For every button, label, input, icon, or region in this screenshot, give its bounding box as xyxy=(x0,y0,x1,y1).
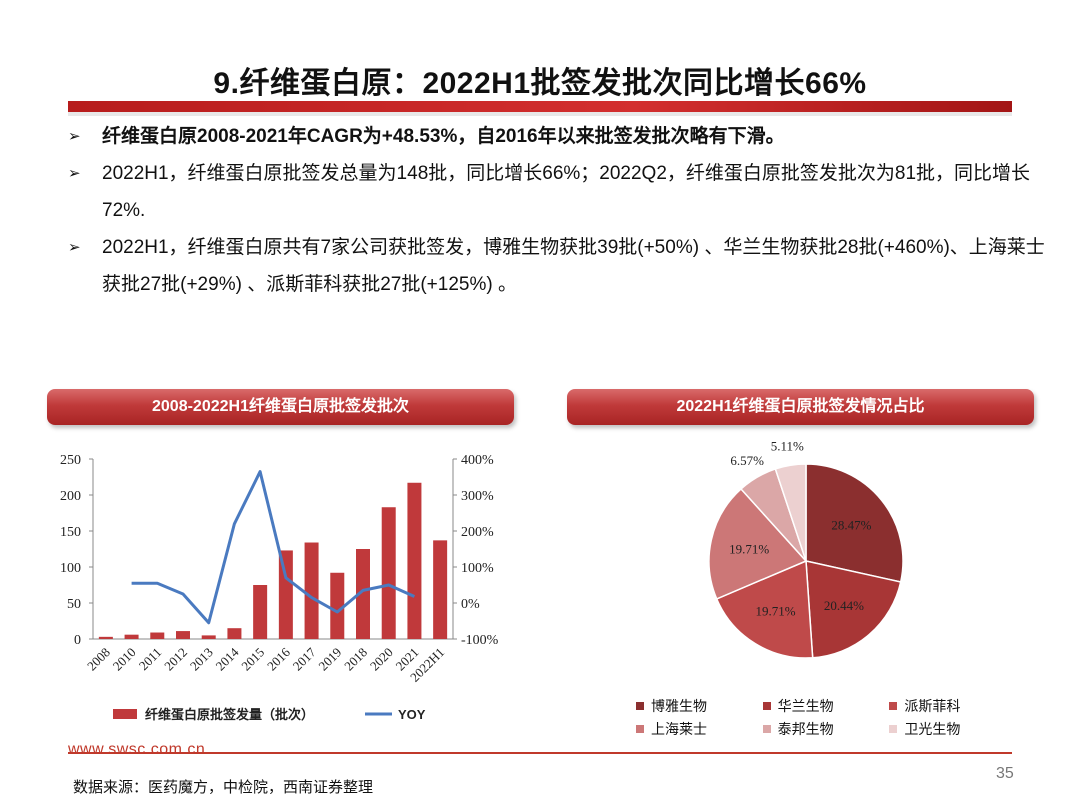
pie-legend-item: 博雅生物 xyxy=(636,696,763,716)
pie-legend-item: 派斯菲科 xyxy=(889,696,1016,716)
x-axis-tick-label: 2016 xyxy=(264,644,293,673)
bar xyxy=(253,585,268,639)
page-number: 35 xyxy=(996,765,1014,782)
right-axis-tick-label: 300% xyxy=(461,489,494,504)
legend-line-label: YOY xyxy=(398,707,426,722)
legend-bar-label: 纤维蛋白原批签发量（批次） xyxy=(145,707,314,722)
x-axis-tick-label: 2015 xyxy=(238,645,267,674)
pie-chart-banner: 2022H1纤维蛋白原批签发情况占比 xyxy=(567,389,1034,425)
legend-label: 博雅生物 xyxy=(651,699,707,715)
x-axis-tick-label: 2021 xyxy=(393,645,422,674)
legend-swatch xyxy=(889,701,898,710)
pie-slice-label: 20.44% xyxy=(824,598,864,613)
legend-bar-swatch xyxy=(113,709,137,719)
legend-label: 卫光生物 xyxy=(904,722,961,738)
x-axis-tick-label: 2022H1 xyxy=(407,645,447,685)
arrow-bullet-icon: ➢ xyxy=(68,239,81,256)
left-axis-tick-label: 150 xyxy=(60,525,81,540)
bar xyxy=(98,636,113,639)
bar xyxy=(381,507,396,639)
footer-rule xyxy=(68,752,1012,754)
x-axis-tick-label: 2019 xyxy=(315,645,344,674)
bar xyxy=(433,540,448,639)
pie-slice xyxy=(739,468,807,562)
x-axis-tick-label: 2014 xyxy=(213,644,242,673)
right-axis-tick-label: 200% xyxy=(461,525,494,540)
x-axis-tick-label: 2018 xyxy=(341,645,370,674)
x-axis-tick-label: 2013 xyxy=(187,645,216,674)
bar xyxy=(227,628,242,639)
legend-swatch xyxy=(762,701,771,710)
bullet-list: ➢ 纤维蛋白原2008-2021年CAGR为+48.53%，自2016年以来批签… xyxy=(66,118,1046,303)
legend-label: 上海莱士 xyxy=(651,722,707,738)
bar xyxy=(201,635,216,639)
bar xyxy=(176,631,190,639)
legend-label: 派斯菲科 xyxy=(904,699,961,715)
bullet-text: 2022H1，纤维蛋白原共有7家公司获批签发，博雅生物获批39批(+50%) 、… xyxy=(102,237,1045,295)
yoy-line xyxy=(131,470,416,625)
pie-slice xyxy=(715,559,814,659)
x-axis-tick-label: 2017 xyxy=(290,644,319,673)
pie-legend-item: 上海莱士 xyxy=(636,719,763,739)
pie-legend-item: 泰邦生物 xyxy=(762,719,890,739)
legend-swatch xyxy=(636,724,644,733)
bullet-item: ➢ 2022H1，纤维蛋白原共有7家公司获批签发，博雅生物获批39批(+50%)… xyxy=(66,229,1046,303)
left-axis-tick-label: 50 xyxy=(67,597,81,612)
x-axis-tick-label: 2011 xyxy=(136,645,165,674)
bar-chart-banner: 2008-2022H1纤维蛋白原批签发批次 xyxy=(47,389,514,425)
x-axis-tick-label: 2020 xyxy=(367,645,396,674)
left-axis-tick-label: 100 xyxy=(60,561,81,576)
left-axis-tick-label: 200 xyxy=(60,489,81,504)
pie-slice-label: 19.71% xyxy=(756,604,796,619)
title-underline-shadow xyxy=(68,112,1012,116)
legend-label: 泰邦生物 xyxy=(777,722,834,738)
bullet-text: 纤维蛋白原2008-2021年CAGR为+48.53%，自2016年以来批签发批… xyxy=(102,126,785,147)
bar xyxy=(150,632,165,639)
pie-slice xyxy=(774,463,807,562)
bar xyxy=(407,482,422,639)
right-axis-tick-label: -100% xyxy=(461,633,499,648)
legend-swatch xyxy=(762,724,771,733)
left-axis-tick-label: 250 xyxy=(60,453,81,468)
pie-legend-item: 卫光生物 xyxy=(889,719,1016,739)
pie-slice xyxy=(805,560,902,659)
bullet-item: ➢ 2022H1，纤维蛋白原批签发总量为148批，同比增长66%；2022Q2，… xyxy=(66,155,1046,229)
bullet-text: 2022H1，纤维蛋白原批签发总量为148批，同比增长66%；2022Q2，纤维… xyxy=(102,163,1031,221)
bullet-item: ➢ 纤维蛋白原2008-2021年CAGR为+48.53%，自2016年以来批签… xyxy=(66,118,1046,155)
pie-slice-label: 19.71% xyxy=(729,541,769,556)
x-axis-tick-label: 2010 xyxy=(110,645,139,674)
left-axis-tick-label: 0 xyxy=(74,633,81,648)
pie-slice-label: 6.57% xyxy=(730,453,764,468)
title-underline xyxy=(68,101,1012,112)
right-axis-tick-label: 0% xyxy=(461,597,480,612)
footer-url-link[interactable]: www.swsc.com.cn xyxy=(68,741,206,758)
arrow-bullet-icon: ➢ xyxy=(68,165,81,182)
legend-swatch xyxy=(889,724,898,733)
x-axis-tick-label: 2008 xyxy=(84,645,113,674)
bar xyxy=(304,542,319,639)
x-axis-tick-label: 2012 xyxy=(161,645,190,674)
slide-title: 9.纤维蛋白原：2022H1批签发批次同比增长66% xyxy=(213,67,867,100)
pie-slice-label: 28.47% xyxy=(831,518,871,533)
right-axis-tick-label: 100% xyxy=(461,561,494,576)
pie-slice xyxy=(805,463,904,583)
bar xyxy=(356,549,370,639)
bar xyxy=(124,634,139,639)
arrow-bullet-icon: ➢ xyxy=(68,128,81,145)
legend-label: 华兰生物 xyxy=(777,699,834,715)
pie-slice xyxy=(708,487,808,600)
pie-legend: 博雅生物 华兰生物 派斯菲科 上海莱士 泰邦生物 卫光生物 xyxy=(636,694,1016,740)
pie-slice-label: 5.11% xyxy=(771,439,804,454)
bar xyxy=(278,550,293,639)
pie-legend-item: 华兰生物 xyxy=(762,696,890,716)
bar xyxy=(330,572,345,639)
data-source-note: 数据来源：医药魔方，中检院，西南证券整理 xyxy=(73,779,374,796)
legend-swatch xyxy=(636,701,644,710)
right-axis-tick-label: 400% xyxy=(461,453,494,468)
